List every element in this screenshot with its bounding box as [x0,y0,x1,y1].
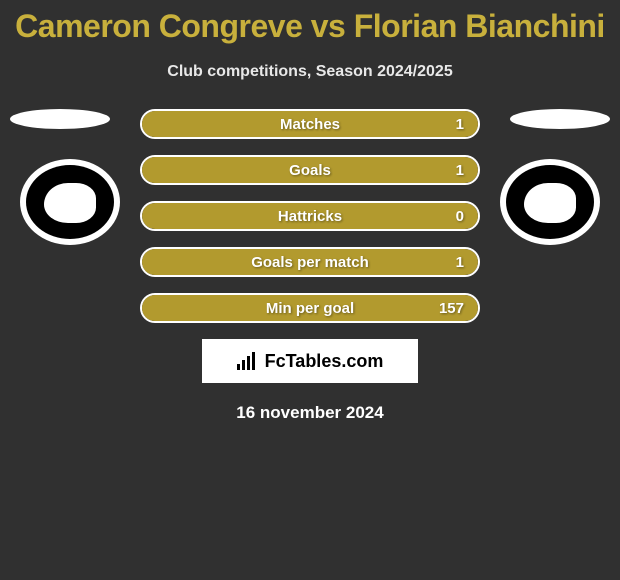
comparison-subtitle: Club competitions, Season 2024/2025 [0,63,620,81]
stat-label: Goals per match [251,254,369,271]
stat-value-right: 0 [456,208,464,225]
stat-value-right: 1 [456,254,464,271]
stat-bar: Min per goal 157 [140,293,480,323]
club-logo-right [500,159,600,245]
stat-label: Hattricks [278,208,342,225]
snapshot-date: 16 november 2024 [0,403,620,423]
stat-bar: Hattricks 0 [140,201,480,231]
stat-value-right: 1 [456,162,464,179]
stat-value-right: 157 [439,300,464,317]
player-avatar-left [10,109,110,129]
brand-text: FcTables.com [265,351,384,372]
stat-bar: Goals 1 [140,155,480,185]
fctables-icon [237,352,259,370]
stat-bar: Goals per match 1 [140,247,480,277]
brand-attribution: FcTables.com [202,339,418,383]
swansea-logo-icon [500,159,600,245]
stat-label: Min per goal [266,300,354,317]
club-logo-left [20,159,120,245]
swansea-logo-icon [20,159,120,245]
stat-bars: Matches 1 Goals 1 Hattricks 0 Goals per match 1… [140,109,480,323]
comparison-title: Cameron Congreve vs Florian Bianchini [0,0,620,45]
stat-value-right: 1 [456,116,464,133]
stat-label: Matches [280,116,340,133]
stat-label: Goals [289,162,331,179]
stat-bar: Matches 1 [140,109,480,139]
content-area: Matches 1 Goals 1 Hattricks 0 Goals per match 1… [0,109,620,423]
player-avatar-right [510,109,610,129]
